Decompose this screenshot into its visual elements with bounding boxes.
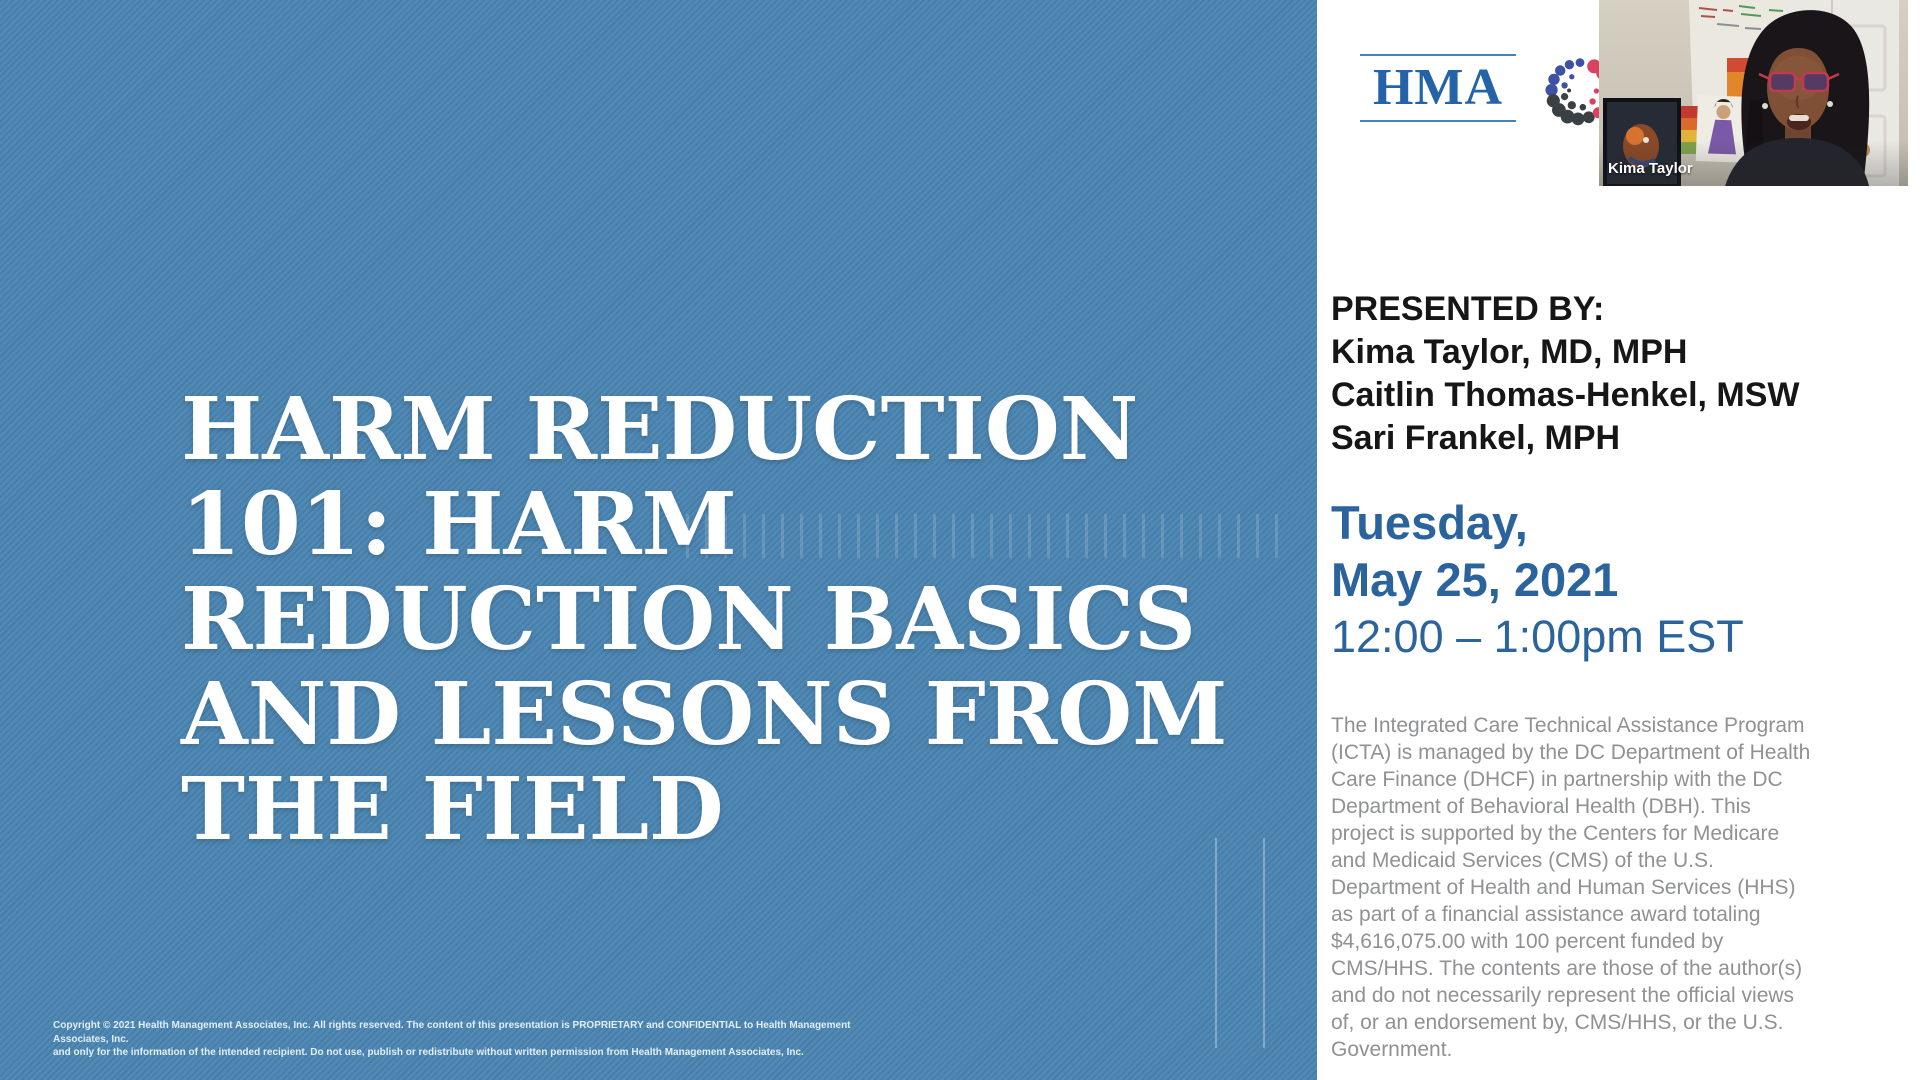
presenter-name: Sari Frankel, MPH <box>1331 419 1621 457</box>
presenter-name: Caitlin Thomas-Henkel, MSW <box>1331 376 1800 414</box>
hma-logo-text: HMA <box>1372 59 1504 116</box>
event-date: May 25, 2021 <box>1331 553 1619 606</box>
event-day: Tuesday, <box>1331 496 1528 549</box>
funding-disclaimer: The Integrated Care Technical Assistance… <box>1331 714 1811 1061</box>
event-time: 12:00 – 1:00pm EST <box>1331 611 1744 662</box>
info-panel: HMA <box>1317 0 1920 1080</box>
hma-logo: HMA <box>1360 54 1516 122</box>
copyright-notice: Copyright © 2021 Health Management Assoc… <box>53 1020 851 1058</box>
participant-name-label: Kima Taylor <box>1608 160 1693 177</box>
participant-video-tile[interactable]: Kima Taylor <box>1599 0 1908 186</box>
vertical-line-artifact <box>1215 838 1217 1048</box>
schedule-block: Tuesday, May 25, 2021 12:00 – 1:00pm EST <box>1331 494 1744 665</box>
title-panel: HARM REDUCTION 101: HARM REDUCTION BASIC… <box>0 0 1317 1080</box>
video-label-shade <box>1599 140 1908 186</box>
presented-by-heading: PRESENTED BY: <box>1331 290 1605 328</box>
presented-by-block: PRESENTED BY: Kima Taylor, MD, MPH Caitl… <box>1331 288 1800 460</box>
slide-title: HARM REDUCTION 101: HARM REDUCTION BASIC… <box>181 379 1228 860</box>
vertical-line-artifact <box>1263 838 1265 1048</box>
presenter-name: Kima Taylor, MD, MPH <box>1331 333 1688 371</box>
ghost-text-artifact <box>686 514 1290 558</box>
webcam-video-scene <box>1599 0 1908 186</box>
